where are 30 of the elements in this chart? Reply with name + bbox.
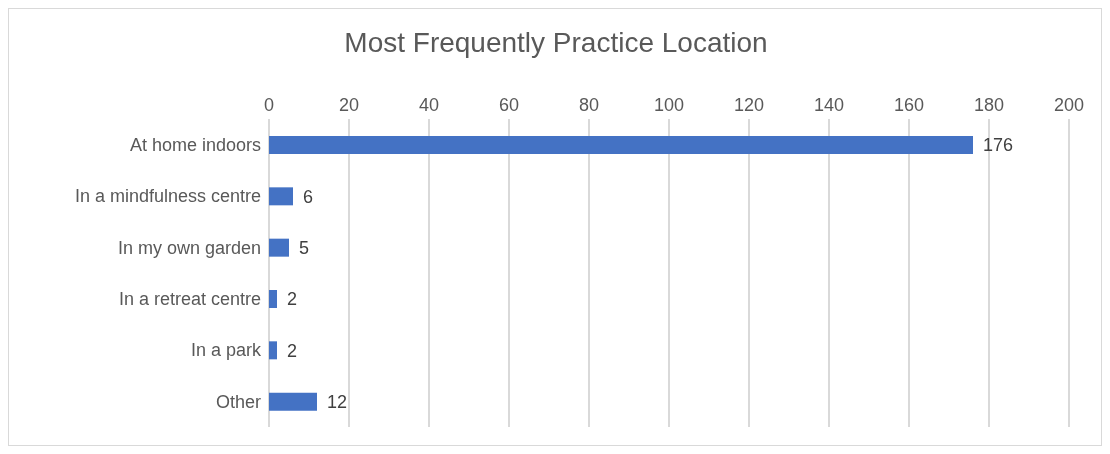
y-tick-label: In a retreat centre <box>118 289 261 310</box>
data-label: 5 <box>299 238 310 259</box>
x-tick-label: 60 <box>498 95 520 115</box>
x-tick-label: 40 <box>418 95 440 115</box>
bar <box>269 392 317 411</box>
bar <box>269 341 277 360</box>
data-label: 2 <box>287 289 298 310</box>
chart-title: Most Frequently Practice Location <box>343 27 769 59</box>
y-tick-label: In a mindfulness centre <box>74 186 261 207</box>
y-tick-label: Other <box>215 391 261 412</box>
bar <box>269 290 277 308</box>
bar <box>269 187 293 206</box>
y-tick-label: In a park <box>190 340 262 361</box>
x-tick-label: 120 <box>733 95 765 115</box>
bar <box>269 238 289 257</box>
data-label: 176 <box>983 135 1014 156</box>
x-tick-label: 200 <box>1053 95 1085 115</box>
data-label: 6 <box>303 186 314 207</box>
bar <box>269 136 973 154</box>
x-tick-label: 100 <box>653 95 685 115</box>
y-tick-label: In my own garden <box>117 237 261 258</box>
x-tick-label: 180 <box>973 95 1005 115</box>
data-label: 2 <box>287 340 298 361</box>
x-tick-label: 140 <box>813 95 845 115</box>
x-tick-label: 80 <box>578 95 600 115</box>
x-tick-label: 160 <box>893 95 925 115</box>
x-tick-label: 0 <box>263 95 275 115</box>
data-label: 12 <box>327 392 348 413</box>
x-tick-label: 20 <box>338 95 360 115</box>
y-tick-label: At home indoors <box>129 135 261 156</box>
